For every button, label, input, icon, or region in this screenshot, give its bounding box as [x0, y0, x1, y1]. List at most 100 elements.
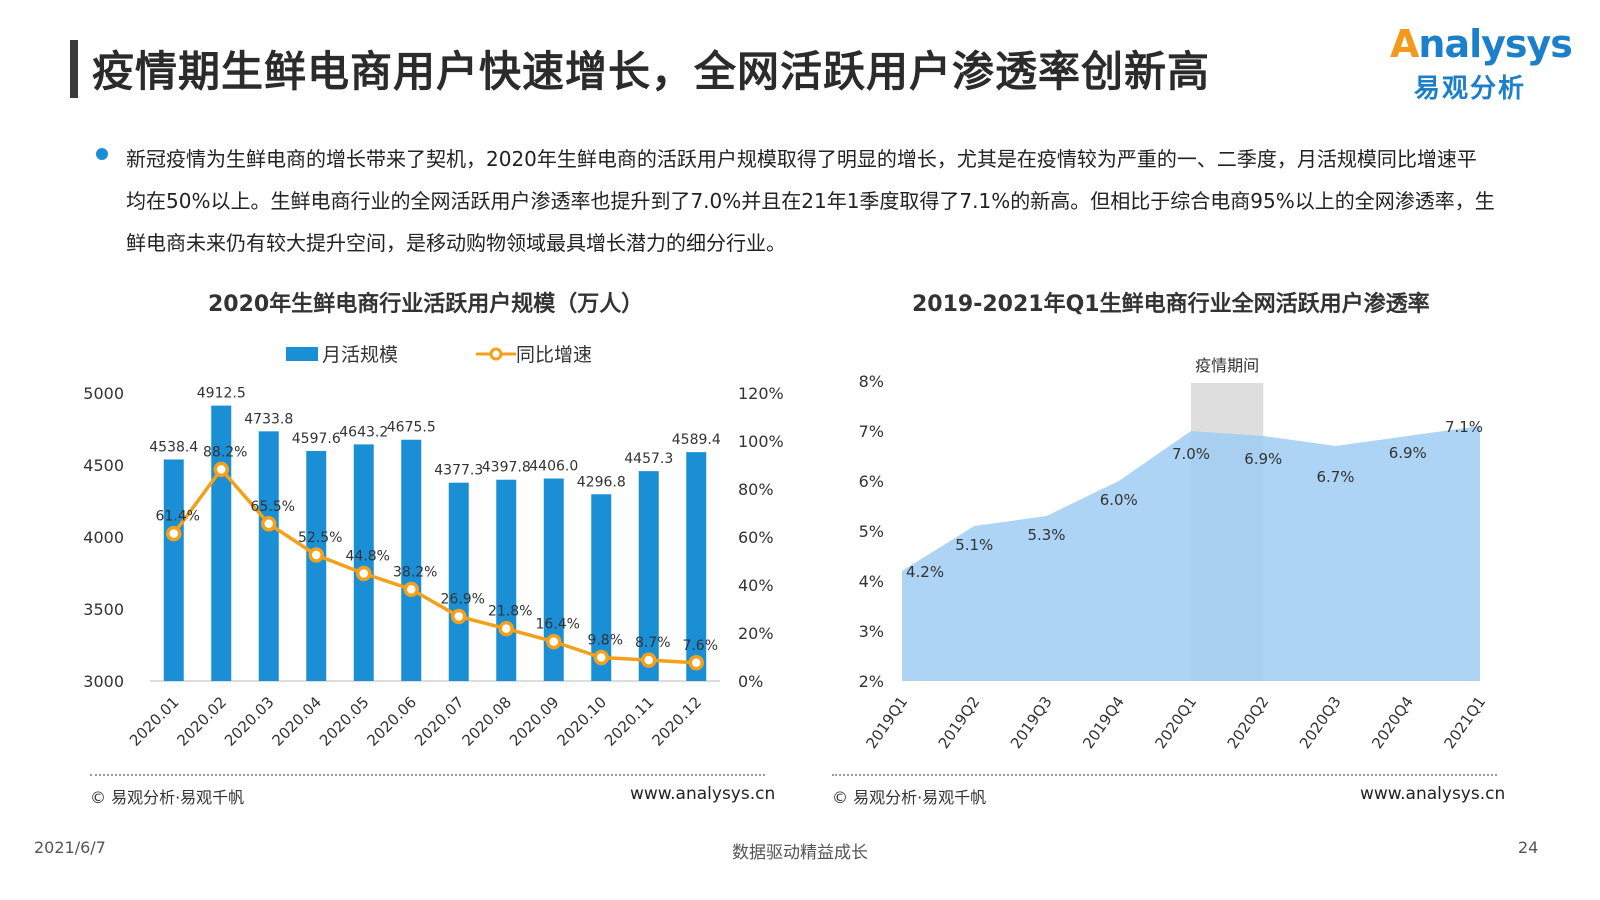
area-value-label: 4.2% [906, 563, 944, 581]
growth-value-label: 7.6% [682, 638, 718, 654]
legend-bar-label: 月活规模 [322, 344, 399, 366]
growth-value-label: 9.8% [587, 632, 623, 648]
x-tick-label: 2020.01 [126, 693, 183, 750]
x-tick-label: 2020.05 [316, 693, 373, 750]
left-y-tick-label: 3500 [83, 600, 124, 619]
growth-point [308, 547, 324, 563]
x-tick-label: 2020Q1 [1151, 693, 1200, 752]
bar-value-label: 4912.5 [197, 386, 246, 402]
legend-bar-swatch [286, 346, 318, 361]
bar [686, 452, 707, 681]
area-value-label: 6.0% [1100, 491, 1138, 509]
growth-point [498, 620, 514, 637]
x-tick-label: 2020Q3 [1296, 693, 1345, 752]
bar [353, 444, 374, 681]
growth-value-label: 16.4% [536, 617, 580, 633]
legend-line-swatch [476, 347, 516, 360]
growth-point [356, 565, 372, 582]
logo-english: Analysys [1390, 22, 1573, 66]
right-url-link[interactable]: www.analysys.cn [1360, 784, 1506, 804]
x-tick-label: 2020.12 [648, 693, 705, 750]
bullet-dot-icon [96, 148, 108, 160]
epidemic-period-label: 疫情期间 [1195, 356, 1259, 375]
page-title: 疫情期生鲜电商用户快速增长，全网活跃用户渗透率创新高 [92, 47, 1211, 96]
growth-point [213, 461, 229, 478]
y-tick-label: 8% [859, 372, 884, 391]
x-tick-label: 2020.08 [458, 693, 515, 750]
growth-point [451, 608, 467, 625]
x-tick-label: 2020.06 [363, 693, 420, 750]
x-tick-label: 2020.03 [221, 693, 278, 750]
bar-value-label: 4377.3 [434, 463, 483, 479]
left-url-link[interactable]: www.analysys.cn [630, 784, 776, 804]
x-tick-label: 2020.04 [268, 693, 325, 750]
right-y-tick-label: 100% [738, 432, 784, 451]
bar-value-label: 4733.8 [244, 411, 293, 427]
bar [306, 450, 327, 681]
x-tick-label: 2020.11 [601, 693, 658, 750]
analysys-logo: Analysys 易观分析 [1390, 22, 1573, 112]
left-chart: 3000 3500 4000 4500 5000 0% 20% 40% 60% 80% 100% 12… [83, 384, 784, 750]
x-tick-label: 2019Q4 [1079, 693, 1128, 752]
growth-line [172, 466, 697, 665]
legend-bar-item: 月活规模 [286, 340, 398, 367]
growth-point [688, 655, 704, 671]
bar-value-label: 4406.0 [529, 459, 578, 475]
growth-value-label: 65.5% [251, 499, 295, 515]
bar-value-label: 4397.8 [482, 460, 531, 476]
logo-chinese: 易观分析 [1414, 74, 1527, 104]
left-chart-title: 2020年生鲜电商行业活跃用户规模（万人） [208, 292, 644, 317]
legend-line-label: 同比增速 [516, 344, 593, 366]
bar [496, 479, 517, 681]
y-tick-label: 3% [859, 622, 884, 641]
slogan-text: 数据驱动精益成长 [732, 843, 868, 863]
right-y-tick-label: 120% [738, 384, 784, 403]
right-y-tick-label: 0% [738, 672, 763, 691]
bar-value-label: 4457.3 [624, 451, 673, 467]
date-text: 2021/6/7 [34, 838, 106, 857]
area-value-label: 5.1% [955, 536, 993, 554]
growth-value-label: 8.7% [635, 635, 671, 651]
area-value-label: 6.9% [1389, 444, 1427, 462]
growth-value-label: 44.8% [346, 548, 390, 564]
x-tick-label: 2020.10 [553, 693, 610, 750]
x-tick-label: 2019Q2 [935, 693, 984, 752]
bar [591, 494, 612, 681]
legend-line-item: 同比增速 [476, 340, 592, 367]
x-tick-label: 2020.09 [506, 693, 563, 750]
penetration-area [902, 426, 1480, 681]
right-y-tick-label: 40% [738, 576, 774, 595]
x-tick-label: 2019Q3 [1007, 693, 1056, 752]
title-accent-bar [70, 40, 78, 98]
x-tick-label: 2020.07 [411, 693, 468, 750]
left-divider [90, 774, 765, 776]
y-tick-label: 5% [859, 522, 884, 541]
right-y-tick-label: 20% [738, 624, 774, 643]
area-value-label: 7.0% [1172, 445, 1210, 463]
bar-value-label: 4597.6 [292, 431, 341, 447]
growth-point [261, 516, 277, 532]
growth-value-label: 26.9% [441, 591, 485, 607]
right-y-tick-label: 80% [738, 480, 774, 499]
bar [448, 482, 469, 681]
x-tick-label: 2021Q1 [1440, 693, 1489, 752]
left-y-tick-label: 4000 [83, 528, 124, 547]
right-chart-title: 2019-2021年Q1生鲜电商行业全网活跃用户渗透率 [912, 292, 1430, 317]
growth-value-label: 38.2% [393, 564, 437, 580]
area-value-label: 7.1% [1445, 418, 1483, 436]
right-source: © 易观分析·易观千帆 [832, 788, 987, 807]
summary-text: 新冠疫情为生鲜电商的增长带来了契机，2020年生鲜电商的活跃用户规模取得了明显的… [126, 147, 1495, 255]
epidemic-period-band [1191, 383, 1264, 681]
y-tick-label: 4% [859, 572, 884, 591]
bar-value-label: 4643.2 [339, 424, 388, 440]
y-tick-label: 2% [859, 672, 884, 691]
x-tick-label: 2020.02 [173, 693, 230, 750]
growth-point [166, 525, 182, 542]
left-y-tick-label: 3000 [83, 672, 124, 691]
growth-value-label: 88.2% [203, 444, 247, 460]
area-value-label: 6.7% [1316, 468, 1354, 486]
x-tick-label: 2019Q1 [862, 693, 911, 752]
bar [638, 471, 659, 681]
growth-point [593, 649, 609, 666]
bar-value-label: 4538.4 [149, 439, 198, 455]
